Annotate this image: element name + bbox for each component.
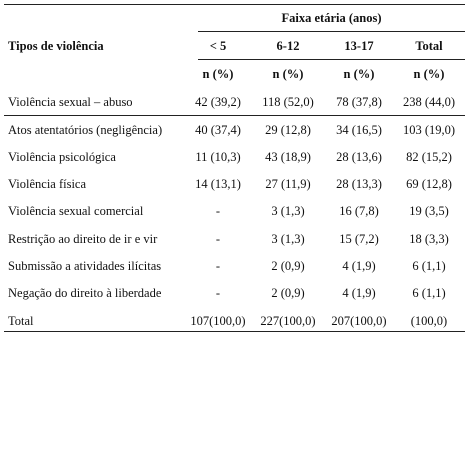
table-cell: 82 (15,2)	[406, 150, 452, 164]
table-cell: 19 (3,5)	[409, 204, 449, 218]
row-label: Violência sexual – abuso	[8, 95, 133, 109]
row-header: Tipos de violência	[8, 39, 104, 53]
table-cell: 40 (37,4)	[195, 123, 241, 137]
table-cell: 29 (12,8)	[265, 123, 311, 137]
table-cell: -	[215, 204, 221, 218]
row-label: Violência física	[8, 177, 87, 191]
header-bottom-rule	[4, 115, 465, 116]
row-label: Negação do direito à liberdade	[8, 286, 162, 300]
unit-label-13-17: n (%)	[343, 67, 375, 81]
column-header-6-12: 6-12	[276, 39, 300, 53]
group-header-underline	[198, 31, 465, 32]
unit-label-under-5: n (%)	[202, 67, 234, 81]
column-header-13-17: 13-17	[344, 39, 374, 53]
group-header: Faixa etária (anos)	[281, 11, 382, 25]
table-cell: 16 (7,8)	[339, 204, 379, 218]
table-cell: 118 (52,0)	[262, 95, 314, 109]
row-label: Total	[8, 314, 34, 328]
unit-label-total: n (%)	[413, 67, 445, 81]
table-cell: 238 (44,0)	[402, 95, 456, 109]
unit-label-6-12: n (%)	[272, 67, 304, 81]
table-cell: 107(100,0)	[190, 314, 246, 328]
table-cell: 2 (0,9)	[271, 259, 305, 273]
table-cell: 11 (10,3)	[195, 150, 241, 164]
row-label: Submissão a atividades ilícitas	[8, 259, 162, 273]
table-cell: 3 (1,3)	[271, 204, 305, 218]
table-cell: 14 (13,1)	[195, 177, 241, 191]
table-cell: 4 (1,9)	[342, 259, 376, 273]
table-cell: 207(100,0)	[331, 314, 387, 328]
table-cell: 28 (13,3)	[336, 177, 382, 191]
table-cell: 3 (1,3)	[271, 232, 305, 246]
table-cell: 18 (3,3)	[409, 232, 449, 246]
table-cell: 34 (16,5)	[336, 123, 382, 137]
table-bottom-rule	[4, 331, 465, 332]
table-cell: 28 (13,6)	[336, 150, 382, 164]
table-cell: 15 (7,2)	[339, 232, 379, 246]
table-cell: 78 (37,8)	[336, 95, 382, 109]
table-cell: 103 (19,0)	[402, 123, 456, 137]
table-cell: 43 (18,9)	[265, 150, 311, 164]
table-cell: -	[215, 232, 221, 246]
table-top-rule	[4, 4, 465, 5]
table-cell: 227(100,0)	[260, 314, 316, 328]
table-cell: -	[215, 259, 221, 273]
table-cell: 2 (0,9)	[271, 286, 305, 300]
column-header-under-5: < 5	[209, 39, 227, 53]
row-label: Atos atentatórios (negligência)	[8, 123, 163, 137]
table-cell: 6 (1,1)	[412, 259, 446, 273]
row-label: Restrição ao direito de ir e vir	[8, 232, 158, 246]
column-header-total: Total	[415, 39, 443, 53]
table-cell: 27 (11,9)	[265, 177, 311, 191]
table-cell: 42 (39,2)	[195, 95, 241, 109]
table-cell: 6 (1,1)	[412, 286, 446, 300]
column-header-underline	[198, 59, 465, 60]
table-cell: 4 (1,9)	[342, 286, 376, 300]
row-label: Violência psicológica	[8, 150, 116, 164]
table-cell: (100,0)	[410, 314, 448, 328]
table-cell: -	[215, 286, 221, 300]
row-label: Violência sexual comercial	[8, 204, 144, 218]
table-cell: 69 (12,8)	[406, 177, 452, 191]
